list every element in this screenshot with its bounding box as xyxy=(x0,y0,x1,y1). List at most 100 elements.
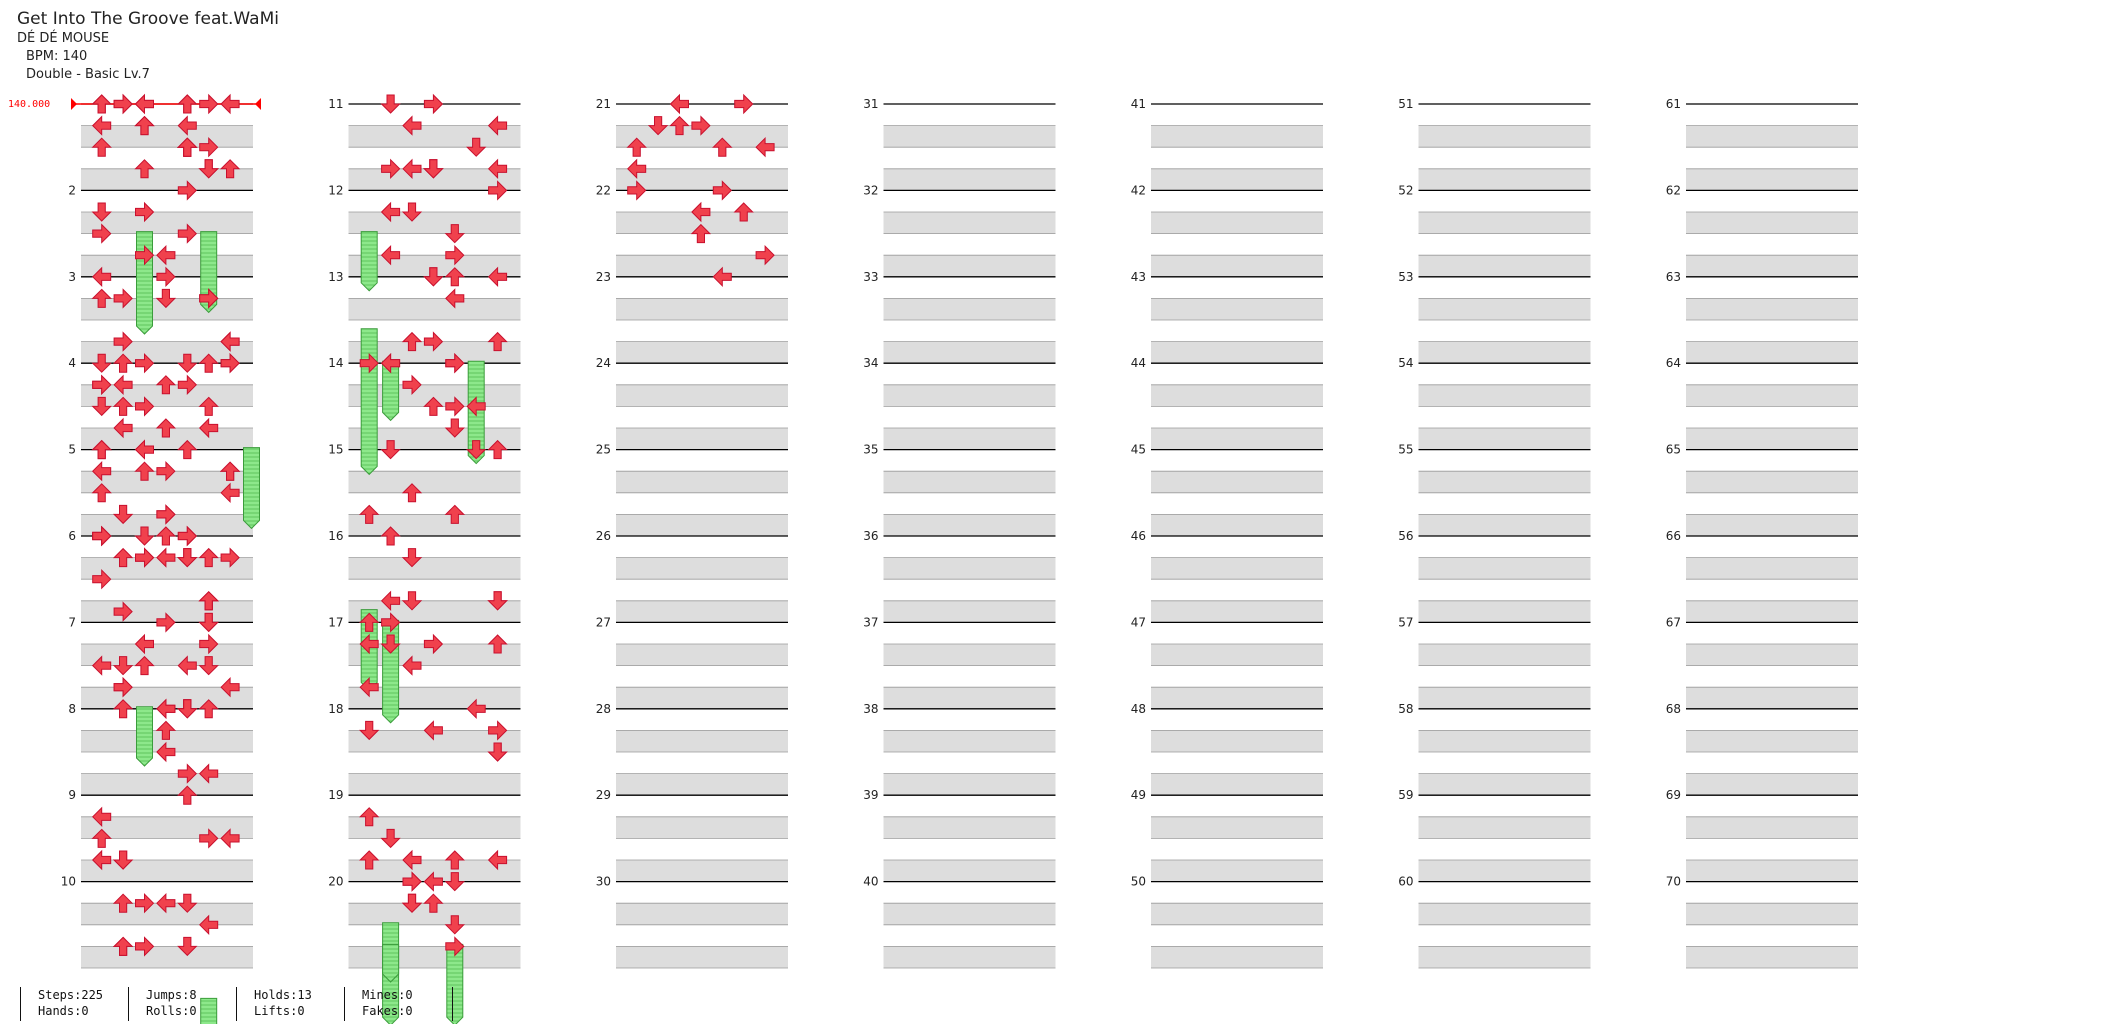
right-arrow-icon xyxy=(423,633,444,655)
left-arrow-icon xyxy=(134,93,154,115)
measure-number: 66 xyxy=(1666,529,1681,543)
right-arrow-icon xyxy=(755,244,775,266)
bpm-change-end-marker xyxy=(255,98,261,110)
left-arrow-icon xyxy=(380,244,401,266)
left-arrow-icon xyxy=(691,201,711,223)
measure-number: 26 xyxy=(596,529,611,543)
left-arrow-icon xyxy=(113,417,133,439)
down-arrow-icon xyxy=(177,353,198,373)
down-arrow-icon xyxy=(177,548,198,568)
measure-number: 51 xyxy=(1398,97,1413,111)
left-arrow-icon xyxy=(177,115,197,136)
up-arrow-icon xyxy=(112,396,134,416)
beat-band xyxy=(883,687,1056,709)
right-arrow-icon xyxy=(177,223,198,244)
beat-band xyxy=(348,255,521,277)
right-arrow-icon xyxy=(402,871,422,892)
measure-number: 8 xyxy=(68,702,76,716)
up-arrow-icon xyxy=(444,267,466,287)
measure-number: 5 xyxy=(68,443,76,457)
measure-number: 15 xyxy=(328,443,343,457)
down-arrow-icon xyxy=(198,656,219,676)
beat-band xyxy=(883,298,1056,320)
measure-number: 41 xyxy=(1131,97,1146,111)
up-arrow-icon xyxy=(690,223,712,244)
measure-number: 49 xyxy=(1131,788,1146,802)
right-arrow-icon xyxy=(135,352,155,374)
left-arrow-icon xyxy=(113,374,133,396)
beat-band xyxy=(1418,644,1591,666)
left-arrow-icon xyxy=(423,720,443,741)
beat-band xyxy=(1151,298,1323,320)
left-arrow-icon xyxy=(487,849,508,871)
right-arrow-icon xyxy=(199,633,219,655)
beat-band xyxy=(616,946,788,968)
right-arrow-icon xyxy=(177,374,198,396)
up-arrow-icon xyxy=(91,94,112,114)
beat-band xyxy=(1151,341,1323,364)
left-arrow-icon xyxy=(91,806,112,828)
up-arrow-icon xyxy=(91,483,112,503)
down-arrow-icon xyxy=(423,159,444,179)
left-arrow-icon xyxy=(712,266,732,288)
up-arrow-icon xyxy=(91,828,112,848)
up-arrow-icon xyxy=(733,202,754,222)
right-arrow-icon xyxy=(113,676,133,698)
up-arrow-icon xyxy=(358,612,380,632)
measure-number: 57 xyxy=(1398,615,1413,629)
beat-band xyxy=(1418,903,1591,925)
measure-number: 32 xyxy=(863,183,878,197)
measure-number: 53 xyxy=(1398,270,1413,284)
measure-number: 25 xyxy=(596,443,611,457)
measure-number: 52 xyxy=(1398,183,1413,197)
right-arrow-icon xyxy=(92,525,112,547)
beat-band xyxy=(616,600,788,623)
down-arrow-icon xyxy=(380,634,401,654)
beat-band xyxy=(1418,860,1591,882)
up-arrow-icon xyxy=(487,439,508,460)
left-arrow-icon xyxy=(156,892,176,914)
measure-number: 21 xyxy=(596,97,611,111)
beat-band xyxy=(1151,903,1323,925)
beat-band xyxy=(1151,428,1323,450)
down-arrow-icon xyxy=(177,936,198,957)
measure-number: 45 xyxy=(1131,443,1146,457)
up-arrow-icon xyxy=(487,634,508,654)
measure-number: 40 xyxy=(863,875,878,889)
measure-number: 60 xyxy=(1398,875,1413,889)
measure-number: 44 xyxy=(1131,356,1146,370)
measure-number: 65 xyxy=(1666,443,1681,457)
right-arrow-icon xyxy=(135,396,155,417)
down-arrow-icon xyxy=(465,440,487,460)
up-arrow-icon xyxy=(487,331,508,352)
beat-band xyxy=(1151,471,1323,493)
down-arrow-icon xyxy=(91,353,112,373)
beat-band xyxy=(1686,255,1858,277)
measure-number: 13 xyxy=(328,270,343,284)
hold-note xyxy=(446,943,464,1024)
left-arrow-icon xyxy=(220,93,240,115)
right-arrow-icon xyxy=(199,93,219,115)
beat-band xyxy=(1151,644,1323,666)
right-arrow-icon xyxy=(177,763,198,784)
down-arrow-icon xyxy=(112,656,134,676)
right-arrow-icon xyxy=(359,352,379,374)
song-artist: DÉ DÉ MOUSE xyxy=(17,31,110,46)
beat-band xyxy=(1418,298,1591,320)
left-arrow-icon xyxy=(359,633,379,655)
down-arrow-icon xyxy=(358,720,380,741)
beat-band xyxy=(1151,687,1323,709)
measure-number: 4 xyxy=(68,356,76,370)
measure-number: 27 xyxy=(596,615,611,629)
up-arrow-icon xyxy=(219,159,241,179)
up-arrow-icon xyxy=(712,137,733,157)
right-arrow-icon xyxy=(156,460,176,482)
beat-band xyxy=(883,255,1056,277)
beat-band xyxy=(1418,384,1591,407)
down-arrow-icon xyxy=(91,202,112,222)
beat-band xyxy=(616,557,788,580)
up-arrow-icon xyxy=(91,439,112,460)
left-arrow-icon xyxy=(402,158,422,180)
left-arrow-icon xyxy=(220,828,240,849)
right-arrow-icon xyxy=(199,288,219,309)
